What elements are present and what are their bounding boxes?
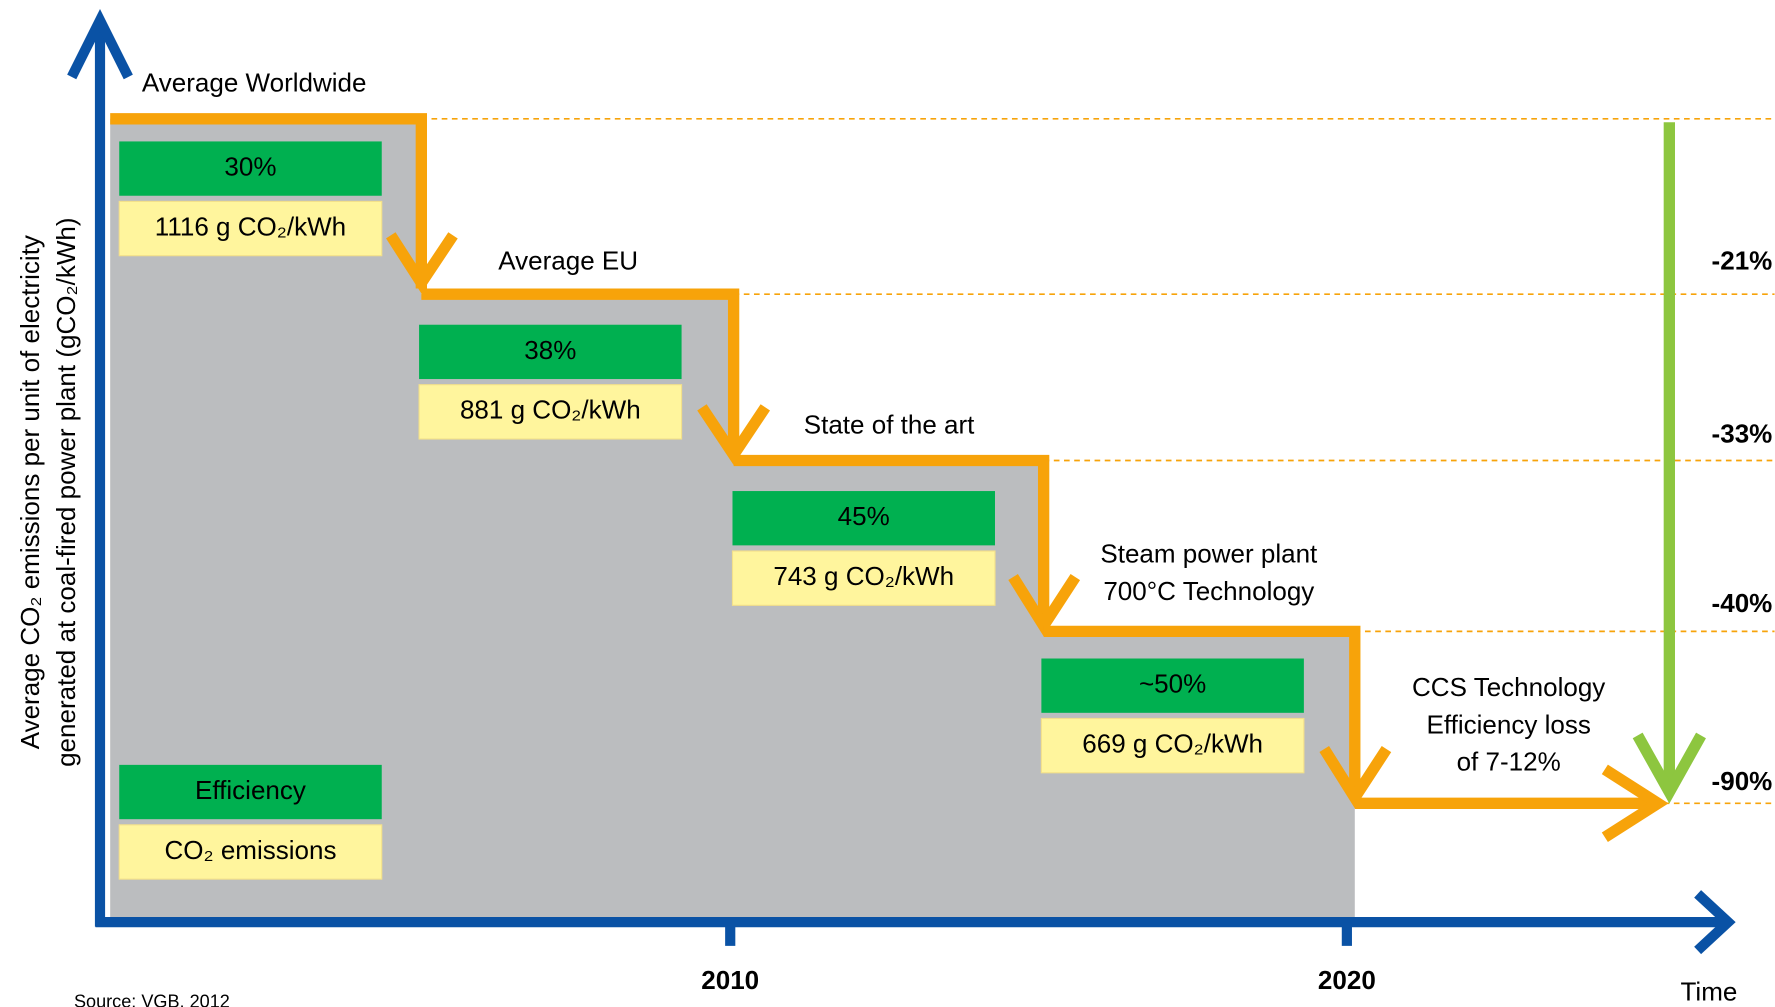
efficiency-box [732,491,995,546]
legend-emissions: CO₂ emissions [164,835,336,865]
legend-green [119,764,382,820]
green-arrow [1632,122,1706,804]
emissions-box [1040,717,1305,774]
reduction: -33% [1712,418,1773,448]
reduction: -21% [1712,245,1773,275]
emissions-box [118,200,383,257]
x-axis-label: Time [1681,976,1738,1006]
reduction: -40% [1712,588,1773,618]
step-label: Average EU [498,245,638,275]
efficiency-box [419,324,682,380]
x-label: 2020 [1318,965,1376,995]
emissions: 1116 g CO₂/kWh [155,211,346,241]
emissions: 669 g CO₂/kWh [1082,729,1263,759]
dashed-lines [421,117,1775,805]
step-label: Efficiency loss [1426,709,1590,739]
step-label: Average Worldwide [142,68,367,98]
step-label: State of the art [804,409,975,439]
efficiency: 30% [224,151,276,181]
efficiency: 38% [524,335,576,365]
efficiency: 45% [838,501,890,531]
step-label: CCS Technology [1412,672,1605,702]
emissions: 743 g CO₂/kWh [773,561,954,591]
y-axis-label: generated at coal-fired power plant (gCO… [51,217,81,766]
x-label: 2010 [701,965,759,995]
emissions: 881 g CO₂/kWh [460,395,641,425]
efficiency: ~50% [1139,669,1206,699]
step-label: of 7-12% [1457,747,1561,777]
step-label: Steam power plant [1100,538,1318,568]
efficiency-box [1041,658,1304,713]
efficiency-box [119,141,382,196]
axes [67,8,1736,955]
step-label: 700°C Technology [1103,576,1314,606]
legend-yellow [118,824,383,880]
emissions-box [418,384,683,440]
emissions-box [731,550,996,606]
y-axis-label: Average CO₂ emissions per unit of electr… [15,235,45,749]
step-line [110,113,1669,843]
source: Source: VGB, 2012 [74,991,230,1007]
legend-efficiency: Efficiency [195,775,306,805]
reduction: -90% [1712,766,1773,796]
